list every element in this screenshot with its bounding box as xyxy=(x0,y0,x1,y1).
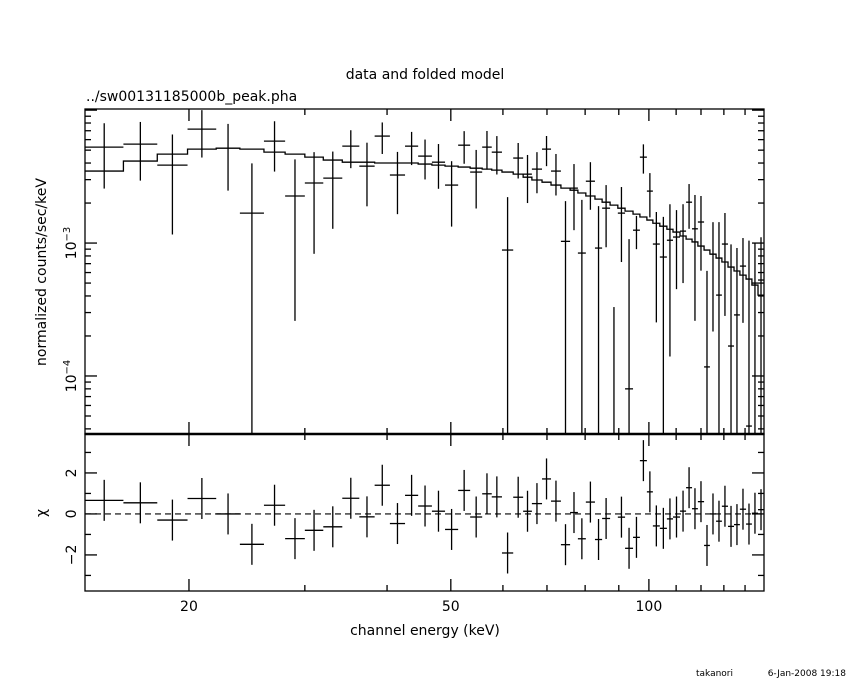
chart-subtitle: ../sw00131185000b_peak.pha xyxy=(86,89,297,105)
x-axis-label: channel energy (keV) xyxy=(350,623,500,639)
y-tick-label: 10−3 xyxy=(62,227,80,260)
x-tick-label: 50 xyxy=(442,599,460,615)
footer-user: takanori xyxy=(696,669,733,679)
footer-timestamp: 6-Jan-2008 19:18 xyxy=(768,669,847,679)
y-axis-label: normalized counts/sec/keV xyxy=(34,178,50,366)
y-tick-label: 10−4 xyxy=(62,360,80,393)
x-tick-label: 100 xyxy=(636,599,663,615)
residual-tick-label: 0 xyxy=(64,509,80,518)
folded-model-line xyxy=(85,147,764,296)
residual-tick-label: −2 xyxy=(64,545,80,566)
residual-axis-label: χ xyxy=(34,509,50,517)
x-tick-label: 20 xyxy=(180,599,198,615)
residual-tick-label: 2 xyxy=(64,468,80,477)
chart-title: data and folded model xyxy=(346,67,505,83)
